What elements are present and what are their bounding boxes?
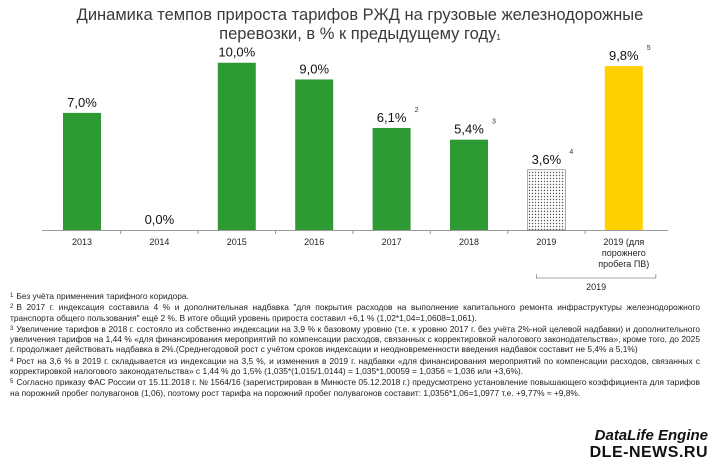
watermark-line1: DataLife Engine [594, 427, 708, 444]
x-tick-label-7-0: 2019 (для [603, 237, 644, 247]
footnotes: 1 Без учёта применения тарифного коридора… [10, 291, 700, 399]
x-tick-label-7-1: порожнего [602, 248, 646, 258]
x-tick-label-4: 2017 [382, 237, 402, 247]
footnote-mark: 5 [10, 379, 14, 386]
chart-title: Динамика темпов прироста тарифов РЖД на … [40, 6, 680, 44]
data-label-5: 5,4% [454, 122, 484, 137]
footnote-mark: 2 [10, 304, 14, 311]
data-label-0: 7,0% [67, 95, 97, 110]
bar-2 [217, 62, 256, 231]
bar-5 [450, 139, 488, 230]
bar-3 [295, 79, 334, 230]
data-label-6: 3,6% [532, 152, 562, 167]
bar-0 [63, 112, 101, 230]
chart-title-line1: Динамика темпов прироста тарифов РЖД на … [76, 6, 644, 24]
x-tick-label-1: 2014 [149, 237, 169, 247]
bar-chart: 7,0% 2013 0,0% 2014 10,0% 2015 9,0% 2016 6,1% 2 20… [42, 45, 668, 292]
bar-6 [527, 169, 566, 231]
x-tick-label-5: 2018 [459, 237, 479, 247]
data-label-footnote-4: 2 [415, 107, 419, 114]
group-bracket-label: 2019 [586, 282, 606, 292]
footnote-text: Без учёта применения тарифного коридора. [16, 291, 189, 301]
data-label-footnote-6: 4 [569, 149, 573, 156]
footnote-text: Согласно приказу ФАС России от 15.11.201… [10, 377, 700, 398]
x-tick-label-6: 2019 [536, 237, 556, 247]
x-tick-label-3: 2016 [304, 237, 324, 247]
footnote-text: Увеличение тарифов в 2018 г. состояло из… [10, 323, 700, 355]
data-label-footnote-7: 5 [647, 45, 651, 52]
watermark-line2: DLE-NEWS.RU [589, 444, 708, 461]
chart-title-line2: перевозки, в % к предыдущему году [219, 25, 497, 43]
chart-title-footnote-mark: 1 [496, 33, 501, 42]
footnote-mark: 1 [10, 293, 14, 299]
footnote-4: 4 Рост на 3,6 % в 2019 г. складывается из… [10, 356, 700, 376]
footnote-1: 1 Без учёта применения тарифного коридора… [10, 291, 700, 301]
watermark: DataLife Engine DLE-NEWS.RU [589, 427, 708, 462]
footnote-text: В 2017 г. индексация составила 4 % и доп… [10, 302, 700, 323]
footnote-text: Рост на 3,6 % в 2019 г. складывается из … [10, 355, 700, 376]
data-label-7: 9,8% [609, 48, 639, 63]
footnote-mark: 3 [10, 325, 14, 332]
bar-7 [604, 66, 643, 230]
group-bracket [536, 274, 657, 279]
data-label-1: 0,0% [145, 212, 175, 227]
data-label-3: 9,0% [299, 61, 329, 76]
bar-4 [372, 127, 411, 230]
x-tick-label-0: 2013 [72, 237, 92, 247]
data-label-4: 6,1% [377, 110, 407, 125]
footnote-3: 3 Увеличение тарифов в 2018 г. состояло и… [10, 324, 700, 355]
footnote-5: 5 Согласно приказу ФАС России от 15.11.20… [10, 377, 700, 397]
footnote-mark: 4 [10, 357, 14, 364]
x-tick-label-7-2: пробега ПВ) [598, 259, 649, 269]
data-label-2: 10,0% [218, 45, 255, 60]
data-label-footnote-5: 3 [492, 119, 496, 126]
x-tick-label-2: 2015 [227, 237, 247, 247]
